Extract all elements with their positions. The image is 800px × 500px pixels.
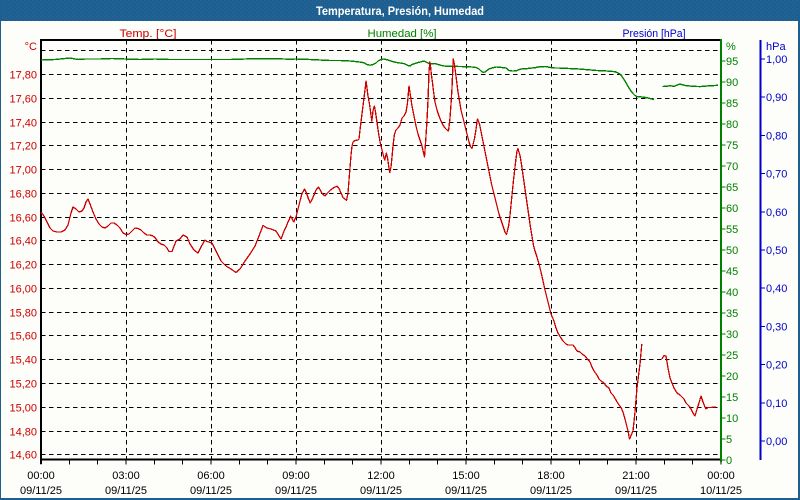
svg-text:0,90: 0,90 bbox=[766, 92, 787, 104]
svg-text:55: 55 bbox=[726, 224, 738, 236]
svg-text:18:00: 18:00 bbox=[537, 470, 565, 482]
svg-text:09/11/25: 09/11/25 bbox=[360, 485, 402, 497]
svg-text:75: 75 bbox=[726, 140, 738, 152]
svg-text:03:00: 03:00 bbox=[112, 470, 140, 482]
svg-text:0,20: 0,20 bbox=[766, 360, 787, 372]
svg-text:10/11/25: 10/11/25 bbox=[700, 485, 742, 497]
svg-text:1,00: 1,00 bbox=[766, 54, 787, 66]
svg-text:15,60: 15,60 bbox=[9, 331, 37, 343]
svg-text:15,80: 15,80 bbox=[9, 308, 37, 320]
svg-text:17,00: 17,00 bbox=[9, 165, 37, 177]
svg-text:09/11/25: 09/11/25 bbox=[190, 485, 232, 497]
svg-text:%: % bbox=[726, 41, 736, 53]
svg-text:06:00: 06:00 bbox=[197, 470, 225, 482]
svg-text:10: 10 bbox=[726, 413, 738, 425]
svg-text:70: 70 bbox=[726, 161, 738, 173]
svg-text:85: 85 bbox=[726, 98, 738, 110]
svg-text:25: 25 bbox=[726, 350, 738, 362]
svg-text:0: 0 bbox=[726, 455, 732, 467]
svg-text:15,00: 15,00 bbox=[9, 403, 37, 415]
svg-text:65: 65 bbox=[726, 182, 738, 194]
svg-text:15,20: 15,20 bbox=[9, 379, 37, 391]
svg-text:0,00: 0,00 bbox=[766, 436, 787, 448]
svg-text:Humedad [%]: Humedad [%] bbox=[368, 28, 437, 40]
svg-text:14,80: 14,80 bbox=[9, 427, 37, 439]
svg-text:30: 30 bbox=[726, 329, 738, 341]
svg-text:35: 35 bbox=[726, 308, 738, 320]
svg-text:95: 95 bbox=[726, 56, 738, 68]
svg-text:09/11/25: 09/11/25 bbox=[530, 485, 572, 497]
svg-text:09/11/25: 09/11/25 bbox=[445, 485, 487, 497]
svg-text:15,40: 15,40 bbox=[9, 355, 37, 367]
svg-text:21:00: 21:00 bbox=[622, 470, 650, 482]
svg-text:16,00: 16,00 bbox=[9, 284, 37, 296]
svg-text:40: 40 bbox=[726, 287, 738, 299]
svg-text:17,20: 17,20 bbox=[9, 141, 37, 153]
svg-text:60: 60 bbox=[726, 203, 738, 215]
svg-text:14,60: 14,60 bbox=[9, 450, 37, 462]
svg-text:0,70: 0,70 bbox=[766, 169, 787, 181]
svg-text:°C: °C bbox=[25, 41, 37, 53]
svg-text:Temperatura, Presión, Humedad: Temperatura, Presión, Humedad bbox=[316, 4, 484, 18]
svg-text:09/11/25: 09/11/25 bbox=[105, 485, 147, 497]
svg-text:0,10: 0,10 bbox=[766, 398, 787, 410]
svg-text:Presión [hPa]: Presión [hPa] bbox=[623, 28, 686, 40]
svg-text:00:00: 00:00 bbox=[707, 470, 735, 482]
svg-text:20: 20 bbox=[726, 371, 738, 383]
svg-text:16,80: 16,80 bbox=[9, 189, 37, 201]
svg-text:09/11/25: 09/11/25 bbox=[20, 485, 62, 497]
svg-text:0,40: 0,40 bbox=[766, 283, 787, 295]
svg-text:15: 15 bbox=[726, 392, 738, 404]
svg-text:09:00: 09:00 bbox=[282, 470, 310, 482]
svg-text:0,60: 0,60 bbox=[766, 207, 787, 219]
svg-text:16,60: 16,60 bbox=[9, 213, 37, 225]
svg-text:Temp. [°C]: Temp. [°C] bbox=[120, 28, 177, 40]
svg-text:80: 80 bbox=[726, 119, 738, 131]
svg-text:17,40: 17,40 bbox=[9, 118, 37, 130]
svg-text:00:00: 00:00 bbox=[27, 470, 55, 482]
svg-text:15:00: 15:00 bbox=[452, 470, 480, 482]
svg-text:hPa: hPa bbox=[766, 41, 786, 53]
svg-text:45: 45 bbox=[726, 266, 738, 278]
svg-text:0,30: 0,30 bbox=[766, 321, 787, 333]
svg-text:17,60: 17,60 bbox=[9, 94, 37, 106]
svg-text:50: 50 bbox=[726, 245, 738, 257]
svg-text:5: 5 bbox=[726, 434, 732, 446]
svg-text:90: 90 bbox=[726, 77, 738, 89]
svg-text:0,80: 0,80 bbox=[766, 130, 787, 142]
svg-text:0,50: 0,50 bbox=[766, 245, 787, 257]
svg-text:12:00: 12:00 bbox=[367, 470, 395, 482]
svg-text:17,80: 17,80 bbox=[9, 70, 37, 82]
svg-text:16,20: 16,20 bbox=[9, 260, 37, 272]
svg-text:09/11/25: 09/11/25 bbox=[275, 485, 317, 497]
svg-text:16,40: 16,40 bbox=[9, 236, 37, 248]
svg-text:09/11/25: 09/11/25 bbox=[615, 485, 657, 497]
